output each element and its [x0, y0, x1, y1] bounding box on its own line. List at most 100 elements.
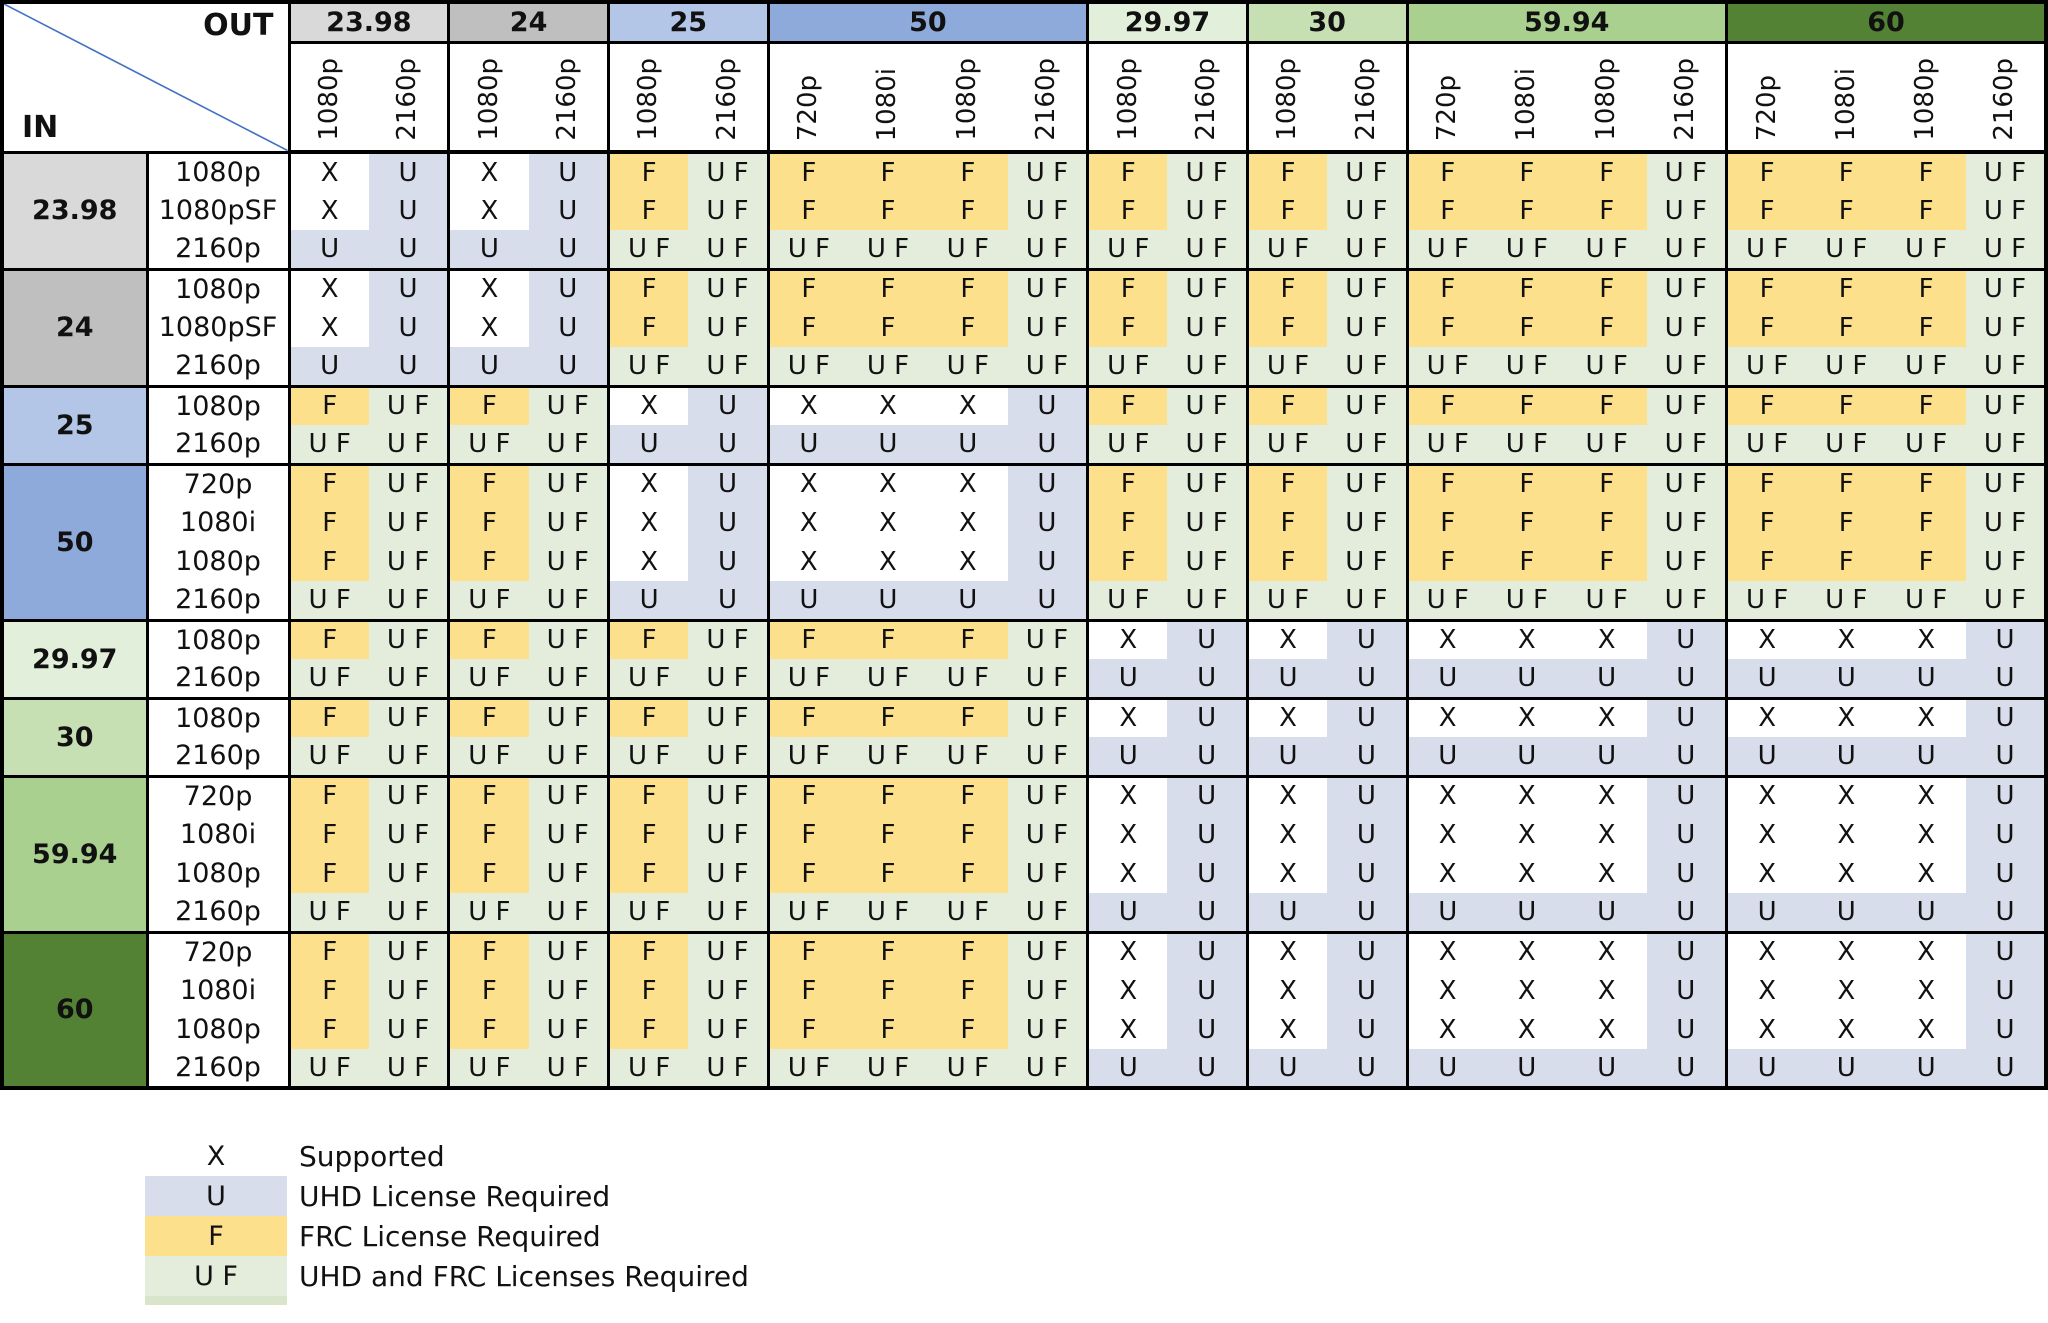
matrix-cell: U F	[848, 737, 928, 776]
matrix-cell: F	[927, 150, 1008, 191]
legend-label: FRC License Required	[299, 1219, 601, 1253]
out-group-header: 50	[766, 0, 1090, 44]
out-col-label: 1080i	[1830, 67, 1861, 141]
matrix-cell: F	[1486, 542, 1567, 581]
matrix-cell: F	[287, 462, 369, 503]
matrix-cell: U F	[368, 1010, 449, 1049]
matrix-cell: U	[1646, 618, 1727, 659]
matrix-cell: U	[1966, 815, 2046, 854]
matrix-cell: U F	[1327, 267, 1408, 308]
matrix-cell: U F	[688, 1010, 769, 1049]
matrix-cell: F	[848, 854, 928, 893]
matrix-cell: F	[927, 854, 1008, 893]
matrix-cell: U F	[368, 696, 449, 737]
matrix-cell: U	[1646, 696, 1727, 737]
matrix-cell: U F	[1167, 384, 1248, 425]
matrix-cell: U F	[1806, 230, 1887, 269]
matrix-cell: X	[848, 384, 928, 425]
matrix-cell: U F	[1966, 191, 2046, 230]
matrix-cell: U F	[688, 618, 769, 659]
matrix-cell: F	[766, 696, 849, 737]
matrix-cell: F	[447, 618, 529, 659]
matrix-cell: F	[606, 308, 689, 347]
matrix-cell: U	[447, 230, 529, 269]
matrix-cell: U F	[1327, 462, 1408, 503]
matrix-cell: U	[688, 503, 769, 542]
matrix-cell: U F	[287, 1049, 369, 1088]
matrix-cell: F	[927, 815, 1008, 854]
out-col-header: 1080p	[1566, 42, 1647, 154]
in-axis-label: IN	[22, 109, 59, 145]
matrix-cell: U	[1167, 930, 1248, 971]
matrix-cell: U F	[1167, 581, 1248, 620]
matrix-cell: F	[927, 971, 1008, 1010]
legend-symbol: U	[206, 1180, 226, 1212]
out-col-header: 720p	[1724, 42, 1807, 154]
matrix-cell: U	[1646, 854, 1727, 893]
out-group-header: 60	[1724, 0, 2048, 44]
matrix-cell: U F	[528, 659, 609, 698]
matrix-cell: U	[1724, 1049, 1807, 1088]
matrix-cell: U F	[1646, 462, 1727, 503]
in-row-label: 1080p	[147, 542, 291, 581]
legend-row: F FRC License Required	[145, 1216, 2048, 1256]
matrix-cell: U F	[1007, 659, 1088, 698]
matrix-cell: X	[1486, 696, 1567, 737]
matrix-cell: U F	[1724, 581, 1807, 620]
matrix-cell: U F	[447, 893, 529, 932]
matrix-cell: F	[766, 971, 849, 1010]
matrix-cell: U F	[528, 618, 609, 659]
matrix-cell: U F	[927, 659, 1008, 698]
matrix-cell: F	[606, 191, 689, 230]
matrix-cell: U F	[688, 659, 769, 698]
out-col-header: 1080p	[927, 42, 1008, 154]
out-col-label: 720p	[793, 74, 824, 141]
matrix-cell: X	[1566, 971, 1647, 1010]
matrix-cell: F	[1886, 542, 1967, 581]
matrix-cell: X	[1566, 1010, 1647, 1049]
matrix-cell: U F	[1245, 230, 1328, 269]
matrix-cell: U	[1486, 1049, 1567, 1088]
matrix-cell: U	[1327, 971, 1408, 1010]
matrix-cell: U F	[1007, 150, 1088, 191]
matrix-cell: U F	[606, 659, 689, 698]
matrix-cell: U F	[1007, 347, 1088, 386]
matrix-cell: F	[1486, 462, 1567, 503]
out-col-header: 1080p	[447, 42, 529, 154]
matrix-cell: U F	[528, 893, 609, 932]
matrix-cell: F	[1806, 308, 1887, 347]
matrix-cell: F	[1086, 267, 1168, 308]
matrix-cell: F	[447, 971, 529, 1010]
matrix-cell: U F	[1646, 542, 1727, 581]
matrix-cell: F	[1566, 503, 1647, 542]
matrix-cell: X	[1886, 696, 1967, 737]
in-row-label: 2160p	[147, 425, 291, 464]
matrix-cell: U	[1966, 930, 2046, 971]
matrix-cell: F	[927, 267, 1008, 308]
matrix-cell: F	[1566, 191, 1647, 230]
matrix-cell: U F	[688, 308, 769, 347]
matrix-cell: U	[1405, 1049, 1487, 1088]
matrix-cell: F	[606, 150, 689, 191]
matrix-cell: U F	[1486, 347, 1567, 386]
matrix-cell: U F	[1007, 267, 1088, 308]
matrix-cell: F	[447, 696, 529, 737]
matrix-cell: X	[1886, 1010, 1967, 1049]
matrix-cell: X	[1806, 854, 1887, 893]
matrix-cell: U F	[528, 542, 609, 581]
matrix-cell: U F	[1327, 384, 1408, 425]
matrix-cell: U F	[368, 384, 449, 425]
matrix-cell: U F	[688, 696, 769, 737]
matrix-cell: U F	[1966, 347, 2046, 386]
matrix-cell: X	[1245, 774, 1328, 815]
matrix-cell: X	[287, 308, 369, 347]
matrix-cell: U F	[927, 1049, 1008, 1088]
matrix-cell: F	[447, 854, 529, 893]
matrix-cell: F	[1486, 191, 1567, 230]
in-row-label: 1080p	[147, 150, 291, 191]
out-col-header: 2160p	[1646, 42, 1727, 154]
matrix-cell: U F	[1007, 737, 1088, 776]
matrix-cell: F	[1724, 150, 1807, 191]
